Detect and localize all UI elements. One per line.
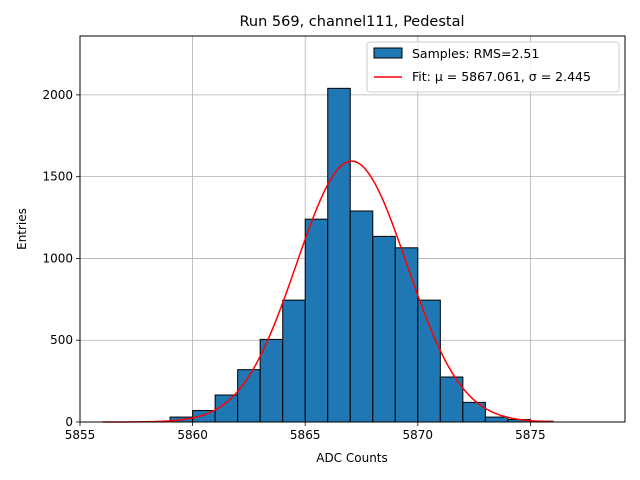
- histogram-bar: [349, 210, 374, 423]
- x-axis-label: ADC Counts: [316, 451, 388, 465]
- x-tick-label: 5870: [403, 428, 434, 442]
- x-tick-label: 5865: [290, 428, 321, 442]
- histogram-bars: [169, 87, 554, 423]
- y-tick-label: 1000: [42, 251, 73, 265]
- legend-fit-label: Fit: μ = 5867.061, σ = 2.445: [412, 69, 591, 84]
- chart-title: Run 569, channel111, Pedestal: [239, 14, 464, 30]
- histogram-bar: [304, 218, 329, 423]
- y-tick-label: 0: [65, 415, 73, 429]
- histogram-bar: [394, 247, 419, 423]
- histogram-bar: [259, 338, 284, 423]
- legend: Samples: RMS=2.51 Fit: μ = 5867.061, σ =…: [366, 41, 620, 93]
- y-axis-ticks: 0 500 1000 1500 2000: [42, 88, 80, 429]
- x-tick-label: 5875: [515, 428, 546, 442]
- legend-box: [366, 41, 620, 93]
- histogram-bar: [282, 299, 306, 423]
- fit-curve: [102, 160, 553, 423]
- y-tick-label: 2000: [42, 88, 73, 102]
- y-tick-label: 1500: [42, 170, 73, 184]
- legend-histogram-label: Samples: RMS=2.51: [412, 46, 539, 61]
- x-axis-ticks: 5855 5860 5865 5870 5875: [65, 422, 546, 442]
- plot-frame: [79, 35, 626, 423]
- x-tick-label: 5855: [65, 428, 96, 442]
- histogram-bar: [484, 416, 509, 423]
- histogram-bar: [372, 235, 396, 423]
- x-tick-label: 5860: [177, 428, 208, 442]
- histogram-bar: [327, 87, 351, 423]
- y-tick-label: 500: [50, 333, 73, 347]
- histogram-bar: [417, 299, 441, 423]
- y-axis-label: Entries: [15, 208, 29, 250]
- legend-histogram-swatch: [373, 47, 403, 59]
